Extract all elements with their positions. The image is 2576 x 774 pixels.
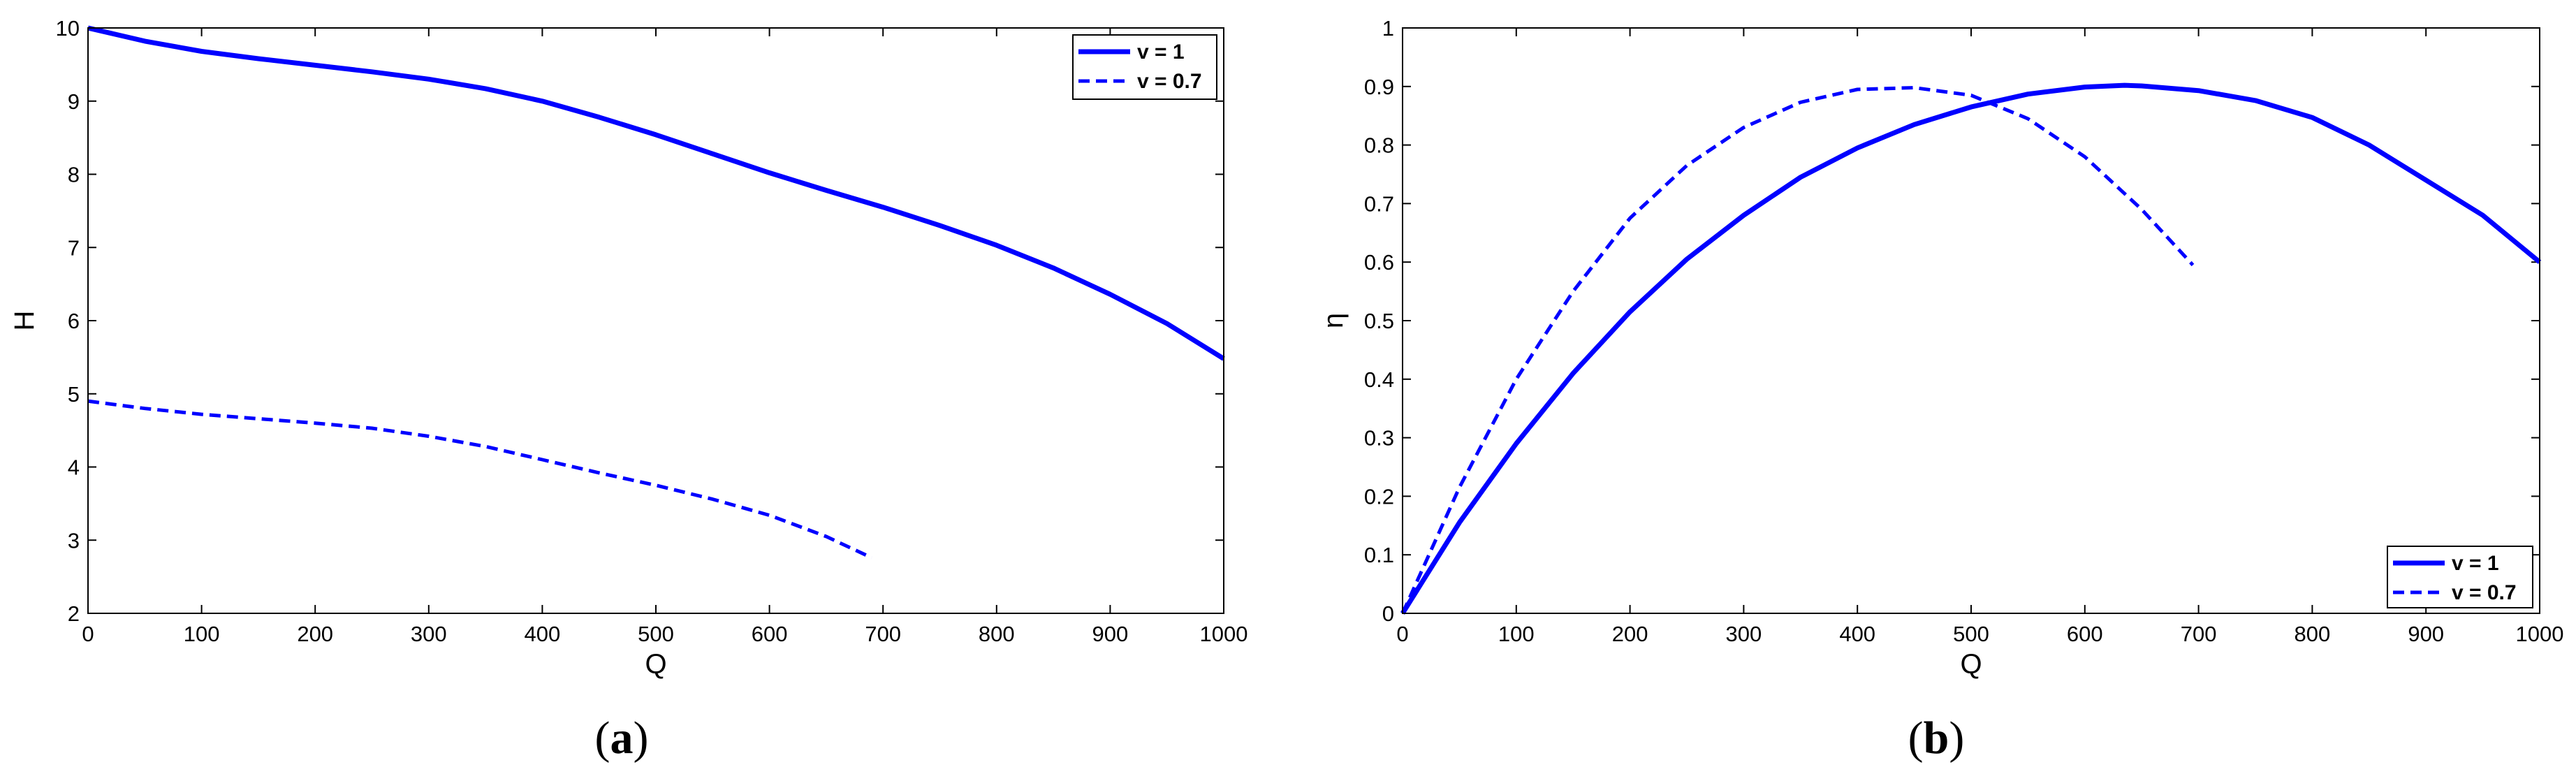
caption-close-paren: ) xyxy=(1949,713,1964,764)
x-tick-label: 400 xyxy=(1839,622,1875,646)
caption-open-paren: ( xyxy=(1908,713,1924,764)
x-tick-label: 400 xyxy=(525,622,561,646)
y-axis-label: H xyxy=(9,311,40,331)
x-tick-label: 800 xyxy=(2295,622,2331,646)
legend: v = 1 v = 0.7 xyxy=(2387,546,2533,608)
axes-frame xyxy=(87,27,1224,614)
x-tick-label: 700 xyxy=(865,622,901,646)
series-line-v1 xyxy=(87,25,1225,361)
y-tick-label: 0.9 xyxy=(1364,75,1394,99)
x-tick-label: 600 xyxy=(2067,622,2103,646)
x-tick-label: 100 xyxy=(184,622,220,646)
plot-area xyxy=(1403,28,2540,613)
x-tick-label: 200 xyxy=(1612,622,1648,646)
x-tick-label: 1000 xyxy=(1200,622,1248,646)
y-tick-label: 8 xyxy=(68,163,80,187)
x-tick-label: 800 xyxy=(979,622,1015,646)
y-tick-label: 0.3 xyxy=(1364,426,1394,451)
x-tick-label: 500 xyxy=(638,622,674,646)
axes-frame xyxy=(1402,27,2540,614)
y-tick-label: 1 xyxy=(1382,16,1394,41)
y-tick-label: 3 xyxy=(68,528,80,553)
x-tick-label: 0 xyxy=(82,622,94,646)
y-tick-label: 0.2 xyxy=(1364,484,1394,509)
series-line-v07 xyxy=(1400,86,2195,615)
y-tick-label: 7 xyxy=(68,235,80,260)
x-tick-label: 900 xyxy=(2408,622,2444,646)
x-tick-label: 1000 xyxy=(2516,622,2564,646)
x-tick-label: 0 xyxy=(1396,622,1408,646)
legend-label: v = 0.7 xyxy=(2452,581,2517,604)
x-axis-label: Q xyxy=(645,649,666,680)
y-tick-label: 4 xyxy=(68,455,80,480)
y-tick-label: 6 xyxy=(68,309,80,333)
legend-label: v = 1 xyxy=(2452,552,2499,575)
y-tick-label: 5 xyxy=(68,382,80,407)
caption-letter: a xyxy=(610,713,634,764)
y-tick-label: 0.5 xyxy=(1364,309,1394,333)
y-tick-label: 9 xyxy=(68,89,80,114)
x-tick-label: 600 xyxy=(752,622,788,646)
y-tick-label: 0.8 xyxy=(1364,133,1394,158)
legend: v = 1 v = 0.7 xyxy=(1072,34,1217,100)
series-line-v1 xyxy=(1400,82,2542,615)
caption-open-paren: ( xyxy=(595,713,610,764)
panel-caption: (b) xyxy=(1908,713,1965,764)
y-tick-label: 0.7 xyxy=(1364,191,1394,216)
x-tick-label: 300 xyxy=(1726,622,1762,646)
y-tick-label: 10 xyxy=(56,16,80,41)
caption-close-paren: ) xyxy=(634,713,649,764)
x-tick-label: 200 xyxy=(297,622,333,646)
x-axis-label: Q xyxy=(1960,649,1982,680)
legend-label: v = 1 xyxy=(1137,41,1185,64)
series-line-v07 xyxy=(87,399,872,560)
x-tick-label: 700 xyxy=(2181,622,2217,646)
x-tick-label: 100 xyxy=(1498,622,1535,646)
y-tick-label: 0.4 xyxy=(1364,367,1394,392)
panel-caption: (a) xyxy=(595,713,649,764)
panel-a: 0 100 200 300 400 500 600 700 800 900 1000 2 3 4 5 6 7 8 9… xyxy=(9,16,1247,764)
y-tick-label: 0.6 xyxy=(1364,250,1394,275)
legend-box xyxy=(2387,546,2533,608)
y-tick-label: 0.1 xyxy=(1364,543,1394,567)
panel-b: 0 100 200 300 400 500 600 700 800 900 1000 0 0.1 0.2 0… xyxy=(1318,16,2563,764)
x-tick-label: 300 xyxy=(411,622,447,646)
legend-box xyxy=(1072,34,1217,100)
y-tick-label: 0 xyxy=(1382,601,1394,626)
x-tick-label: 500 xyxy=(1953,622,1989,646)
plot-area xyxy=(88,28,1224,613)
y-axis-label: η xyxy=(1318,313,1349,328)
caption-letter: b xyxy=(1924,713,1949,764)
legend-label: v = 0.7 xyxy=(1137,70,1202,93)
x-tick-label: 900 xyxy=(1092,622,1129,646)
y-tick-label: 2 xyxy=(68,601,80,626)
